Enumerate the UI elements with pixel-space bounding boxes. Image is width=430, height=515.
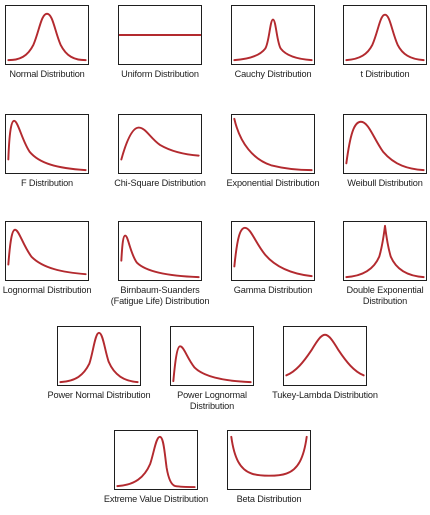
curve-f [7,119,87,172]
plot-frame [118,114,202,174]
power-lognormal-curve [172,345,252,384]
tukey-lambda-curve [285,333,365,377]
normal-curve [7,12,87,62]
panel-label: Cauchy Distribution [234,69,312,79]
plot-frame [114,430,198,490]
curve-normal [7,12,87,62]
f-curve [7,119,87,172]
beta-curve [230,435,308,477]
power-normal-curve [59,331,139,384]
curve-lognormal [7,228,87,276]
plot-frame [118,5,202,65]
exponential-curve [233,117,313,172]
curve-t [345,13,425,62]
panel-label: Weibull Distribution [347,178,423,188]
curve-gamma [233,226,313,278]
lognormal-curve [7,228,87,276]
curve-beta [230,435,308,477]
plot-frame [231,114,315,174]
panel-label: Gamma Distribution [233,285,313,295]
panel-label: Tukey-Lambda Distribution [272,390,378,400]
panel-label: Power Lognormal Distribution [177,390,247,411]
plot-frame [227,430,311,490]
curve-weibull [345,120,425,172]
birnbaum-saunders-curve [120,234,200,279]
plot-frame [283,326,367,386]
curve-extreme-value [116,435,196,489]
gamma-curve [233,226,313,278]
curve-power-normal [59,331,139,384]
panel-label: F Distribution [20,178,74,188]
t-curve [345,13,425,62]
plot-frame [343,5,427,65]
curve-double-exponential [345,224,425,279]
curve-chi-square [120,126,200,161]
plot-frame [57,326,141,386]
plot-frame [231,5,315,65]
panel-label: Chi-Square Distribution [114,178,206,188]
chi-square-curve [120,126,200,161]
double-exponential-curve [345,224,425,279]
plot-frame [231,221,315,281]
plot-frame [5,221,89,281]
plot-frame [343,114,427,174]
curve-exponential [233,117,313,172]
panel-label: t Distribution [360,69,410,79]
cauchy-curve [233,18,313,62]
plot-frame [5,5,89,65]
plot-frame [170,326,254,386]
curve-power-lognormal [172,345,252,384]
curve-tukey-lambda [285,333,365,377]
panel-label: Birnbaum-Suanders (Fatigue Life) Distrib… [110,285,210,306]
panel-label: Normal Distribution [9,69,85,79]
plot-frame [343,221,427,281]
weibull-curve [345,120,425,172]
panel-label: Extreme Value Distribution [103,494,209,504]
plot-frame [118,221,202,281]
panel-label: Exponential Distribution [226,178,320,188]
panel-label: Lognormal Distribution [2,285,92,295]
plot-frame [5,114,89,174]
panel-label: Double Exponential Distribution [346,285,424,306]
curve-birnbaum-saunders [120,234,200,279]
panel-label: Power Normal Distribution [47,390,151,400]
curve-uniform [119,34,201,36]
panel-label: Uniform Distribution [121,69,199,79]
extreme-value-curve [116,435,196,489]
panel-label: Beta Distribution [236,494,302,504]
curve-cauchy [233,18,313,62]
